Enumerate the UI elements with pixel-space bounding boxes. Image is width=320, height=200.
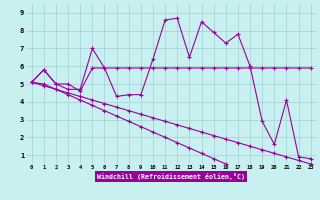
X-axis label: Windchill (Refroidissement éolien,°C): Windchill (Refroidissement éolien,°C) [97,173,245,180]
